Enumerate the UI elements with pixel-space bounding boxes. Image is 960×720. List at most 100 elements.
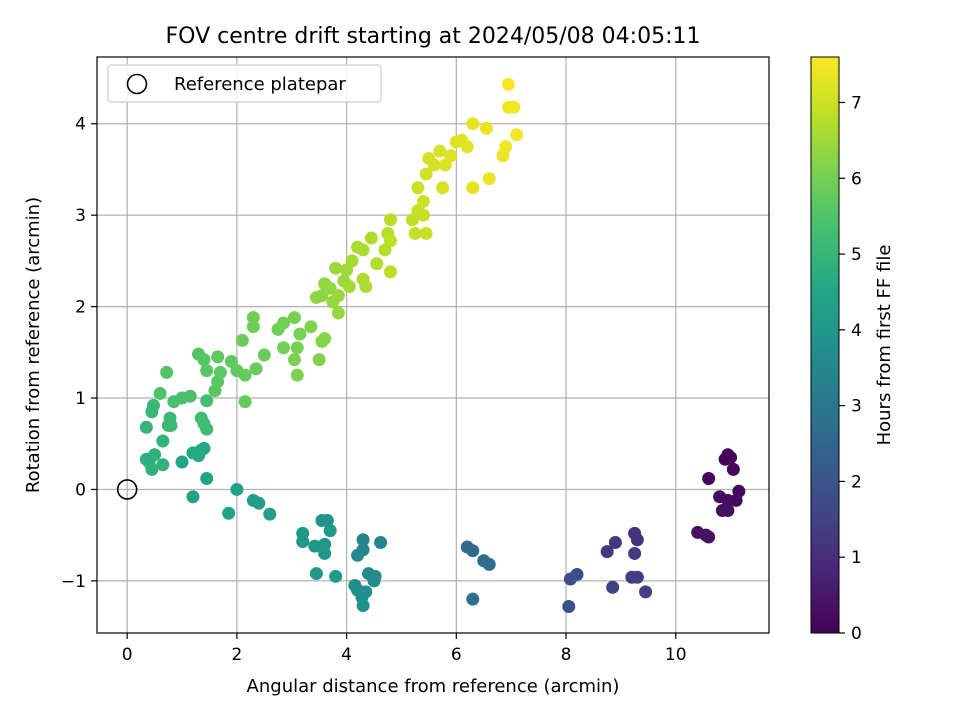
scatter-point: [356, 533, 370, 547]
y-tick-label: 0: [75, 480, 86, 500]
x-tick-label: 0: [122, 645, 133, 665]
scatter-point: [374, 535, 388, 549]
scatter-point: [507, 100, 521, 114]
scatter-point: [510, 128, 524, 142]
scatter-point: [213, 365, 227, 379]
scatter-point: [702, 471, 716, 485]
scatter-point: [139, 420, 153, 434]
scatter-point: [293, 327, 307, 341]
scatter-point: [563, 572, 577, 586]
scatter-point: [211, 350, 225, 364]
scatter-points: [139, 77, 746, 613]
y-tick-label: 1: [75, 389, 86, 409]
scatter-point: [482, 557, 496, 571]
scatter-point: [164, 418, 178, 432]
legend: Reference platepar: [107, 64, 382, 103]
scatter-point: [309, 567, 323, 581]
y-tick-label: 4: [75, 115, 86, 135]
grid: [97, 57, 769, 633]
scatter-point: [296, 535, 310, 549]
scatter-point: [331, 289, 345, 303]
scatter-point: [191, 449, 205, 463]
scatter-point: [608, 535, 622, 549]
scatter-point: [482, 172, 496, 186]
scatter-point: [702, 530, 716, 544]
x-axis-label: Angular distance from reference (arcmin): [247, 676, 620, 697]
scatter-point: [356, 599, 370, 613]
scatter-point: [308, 539, 322, 553]
scatter-point: [235, 333, 249, 347]
scatter-point: [383, 213, 397, 227]
scatter-point: [639, 585, 653, 599]
scatter-point: [238, 395, 252, 409]
scatter-point: [277, 316, 291, 330]
x-tick-label: 2: [231, 645, 242, 665]
scatter-point: [501, 77, 515, 91]
colorbar-tick-label: 7: [851, 93, 862, 113]
legend-label: Reference platepar: [174, 74, 346, 95]
scatter-point: [200, 394, 214, 408]
scatter-point: [277, 341, 291, 355]
scatter-point: [329, 569, 343, 583]
scatter-point: [726, 462, 740, 476]
scatter-point: [466, 544, 480, 558]
scatter-point: [419, 226, 433, 240]
scatter-point: [416, 208, 430, 222]
scatter-point: [628, 546, 642, 560]
x-tick-label: 10: [665, 645, 687, 665]
scatter-point: [606, 580, 620, 594]
colorbar-tick-label: 1: [851, 548, 862, 568]
scatter-point: [329, 261, 343, 275]
scatter-point: [147, 398, 161, 412]
scatter-point: [331, 306, 345, 320]
scatter-point: [367, 574, 381, 588]
legend-marker: [126, 73, 148, 95]
scatter-point: [252, 496, 266, 510]
scatter-point: [175, 455, 189, 469]
colorbar-ticks: 0 1 2 3 4 5 6 7: [839, 93, 862, 644]
y-tick-label: −1: [61, 572, 86, 592]
scatter-point: [323, 524, 337, 538]
scatter-point: [466, 117, 480, 131]
y-axis-ticks: −1 0 1 2 3 4: [61, 115, 97, 592]
scatter-point: [433, 144, 447, 158]
scatter-point: [436, 181, 450, 195]
scatter-point: [246, 311, 260, 325]
scatter-point: [364, 231, 378, 245]
plot-frame: [96, 56, 770, 634]
x-tick-label: 6: [451, 645, 462, 665]
scatter-point: [318, 546, 332, 560]
y-tick-label: 3: [75, 206, 86, 226]
x-tick-label: 4: [341, 645, 352, 665]
scatter-point: [200, 364, 214, 378]
scatter-point: [156, 434, 170, 448]
legend-box: [107, 64, 382, 103]
scatter-point: [230, 482, 244, 496]
scatter-point: [356, 272, 370, 286]
y-axis-label: Rotation from reference (arcmin): [23, 197, 44, 493]
scatter-point: [427, 158, 441, 172]
scatter-point: [153, 386, 167, 400]
scatter-point: [222, 506, 236, 520]
x-tick-label: 8: [561, 645, 572, 665]
colorbar-tick-label: 2: [851, 472, 862, 492]
x-axis-ticks: 0 2 4 6 8 10: [122, 633, 687, 665]
scatter-point: [630, 533, 644, 547]
scatter-point: [263, 507, 277, 521]
scatter-point: [411, 181, 425, 195]
scatter-point: [257, 348, 271, 362]
scatter-point: [721, 503, 735, 517]
scatter-point: [145, 462, 159, 476]
scatter-point: [479, 121, 493, 135]
scatter-point: [416, 194, 430, 208]
scatter-point: [499, 140, 513, 154]
scatter-point: [200, 471, 214, 485]
scatter-point: [290, 341, 304, 355]
colorbar-tick-label: 4: [851, 321, 862, 341]
scatter-point: [290, 368, 304, 382]
scatter-point: [304, 320, 318, 334]
scatter-point: [351, 548, 365, 562]
scatter-point: [287, 311, 301, 325]
scatter-point: [148, 448, 162, 462]
